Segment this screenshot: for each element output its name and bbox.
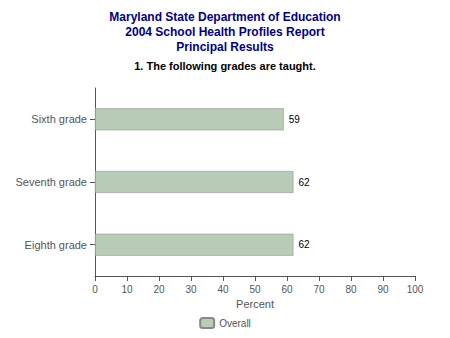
svg-text:30: 30	[185, 284, 197, 295]
svg-text:Eighth grade: Eighth grade	[25, 239, 87, 251]
svg-text:Principal Results: Principal Results	[176, 40, 274, 54]
svg-text:60: 60	[281, 284, 293, 295]
svg-text:62: 62	[298, 177, 310, 188]
svg-text:40: 40	[217, 284, 229, 295]
svg-text:2004 School Health Profiles Re: 2004 School Health Profiles Report	[125, 25, 324, 39]
svg-text:Sixth grade: Sixth grade	[31, 113, 87, 125]
svg-text:Percent: Percent	[236, 298, 274, 310]
svg-text:59: 59	[289, 114, 301, 125]
svg-text:1. The following grades are ta: 1. The following grades are taught.	[134, 60, 316, 72]
svg-text:0: 0	[92, 284, 98, 295]
svg-text:62: 62	[298, 239, 310, 250]
svg-text:Maryland State Department of E: Maryland State Department of Education	[109, 10, 340, 24]
svg-text:20: 20	[153, 284, 165, 295]
svg-text:10: 10	[121, 284, 133, 295]
svg-text:100: 100	[407, 284, 424, 295]
svg-text:80: 80	[345, 284, 357, 295]
svg-text:Overall: Overall	[219, 318, 251, 329]
svg-text:90: 90	[377, 284, 389, 295]
svg-text:70: 70	[313, 284, 325, 295]
svg-text:Seventh grade: Seventh grade	[15, 176, 87, 188]
svg-text:50: 50	[249, 284, 261, 295]
